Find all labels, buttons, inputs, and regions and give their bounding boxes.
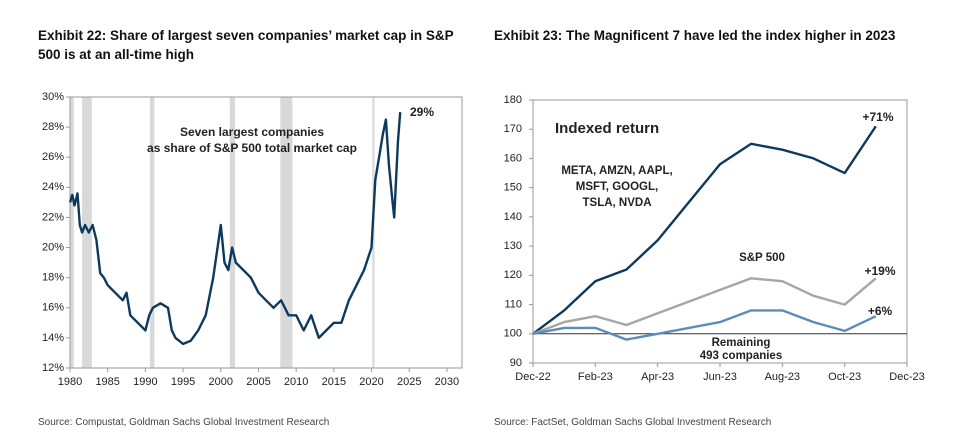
- legend-label: MSFT, GOOGL,: [576, 181, 658, 193]
- shaded-period: [149, 97, 155, 368]
- x-tick-label: 1985: [95, 376, 119, 388]
- y-tick-label: 120: [504, 269, 522, 281]
- x-tick-label: 1990: [133, 376, 157, 388]
- source: Source: Compustat, Goldman Sachs Global …: [38, 417, 330, 428]
- x-tick-label: Feb-23: [578, 371, 613, 383]
- x-tick-label: Jun-23: [703, 371, 737, 383]
- y-tick-label: 26%: [42, 151, 64, 163]
- legend-label: 493 companies: [700, 350, 782, 362]
- chart-title: Exhibit 23: The Magnificent 7 have led t…: [494, 28, 896, 43]
- y-tick-label: 30%: [42, 91, 64, 103]
- legend-label: META, AMZN, AAPL,: [561, 165, 672, 177]
- x-tick-label: 2015: [322, 376, 346, 388]
- plot-frame: [69, 96, 463, 369]
- end-label: +19%: [864, 264, 895, 278]
- y-tick-label: 20%: [42, 241, 64, 253]
- series-line: [532, 309, 877, 341]
- series-line: [532, 125, 877, 335]
- y-tick-label: 16%: [42, 302, 64, 314]
- y-tick-label: 22%: [42, 211, 64, 223]
- source: Source: FactSet, Goldman Sachs Global In…: [494, 417, 772, 428]
- annotation: as share of S&P 500 total market cap: [147, 141, 357, 155]
- legend-label: S&P 500: [739, 252, 785, 264]
- x-tick-label: 2000: [209, 376, 233, 388]
- x-tick-label: 2005: [246, 376, 270, 388]
- y-tick-label: 170: [504, 123, 522, 135]
- annotation: Seven largest companies: [180, 125, 324, 139]
- y-tick-label: 130: [504, 240, 522, 252]
- end-label: 29%: [410, 105, 434, 119]
- end-label: +71%: [862, 110, 893, 124]
- x-tick-label: 2030: [435, 376, 459, 388]
- x-tick-label: 2025: [397, 376, 421, 388]
- y-tick-label: 28%: [42, 121, 64, 133]
- x-tick-label: Dec-23: [889, 371, 924, 383]
- legend-label: TSLA, NVDA: [583, 197, 652, 209]
- y-tick-label: 90: [510, 357, 522, 369]
- y-tick-label: 150: [504, 182, 522, 194]
- y-tick-label: 100: [504, 328, 522, 340]
- y-tick-label: 180: [504, 94, 522, 106]
- x-tick-label: Aug-23: [765, 371, 800, 383]
- plot-frame: [532, 99, 908, 364]
- shaded-period: [229, 97, 236, 368]
- x-tick-label: 1995: [171, 376, 195, 388]
- shaded-period: [70, 97, 74, 368]
- y-tick-label: 24%: [42, 181, 64, 193]
- shaded-period: [82, 97, 92, 368]
- x-tick-label: Apr-23: [641, 371, 674, 383]
- y-tick-label: 12%: [42, 362, 64, 374]
- x-tick-label: Dec-22: [515, 371, 550, 383]
- x-tick-label: Oct-23: [828, 371, 861, 383]
- x-tick-label: 2020: [359, 376, 383, 388]
- legend-label: Remaining: [712, 337, 771, 349]
- x-tick-label: 2010: [284, 376, 308, 388]
- y-tick-label: 18%: [42, 272, 64, 284]
- annotation: Indexed return: [555, 120, 659, 137]
- chart-title: Exhibit 22: Share of largest seven compa…: [38, 28, 454, 62]
- x-tick-label: 1980: [58, 376, 82, 388]
- y-tick-label: 14%: [42, 332, 64, 344]
- y-tick-label: 110: [504, 298, 522, 310]
- series-line: [532, 277, 877, 335]
- y-tick-label: 140: [504, 211, 522, 223]
- end-label: +6%: [868, 304, 893, 318]
- y-tick-label: 160: [504, 152, 522, 164]
- series-line: [68, 112, 402, 346]
- shaded-period: [280, 97, 293, 368]
